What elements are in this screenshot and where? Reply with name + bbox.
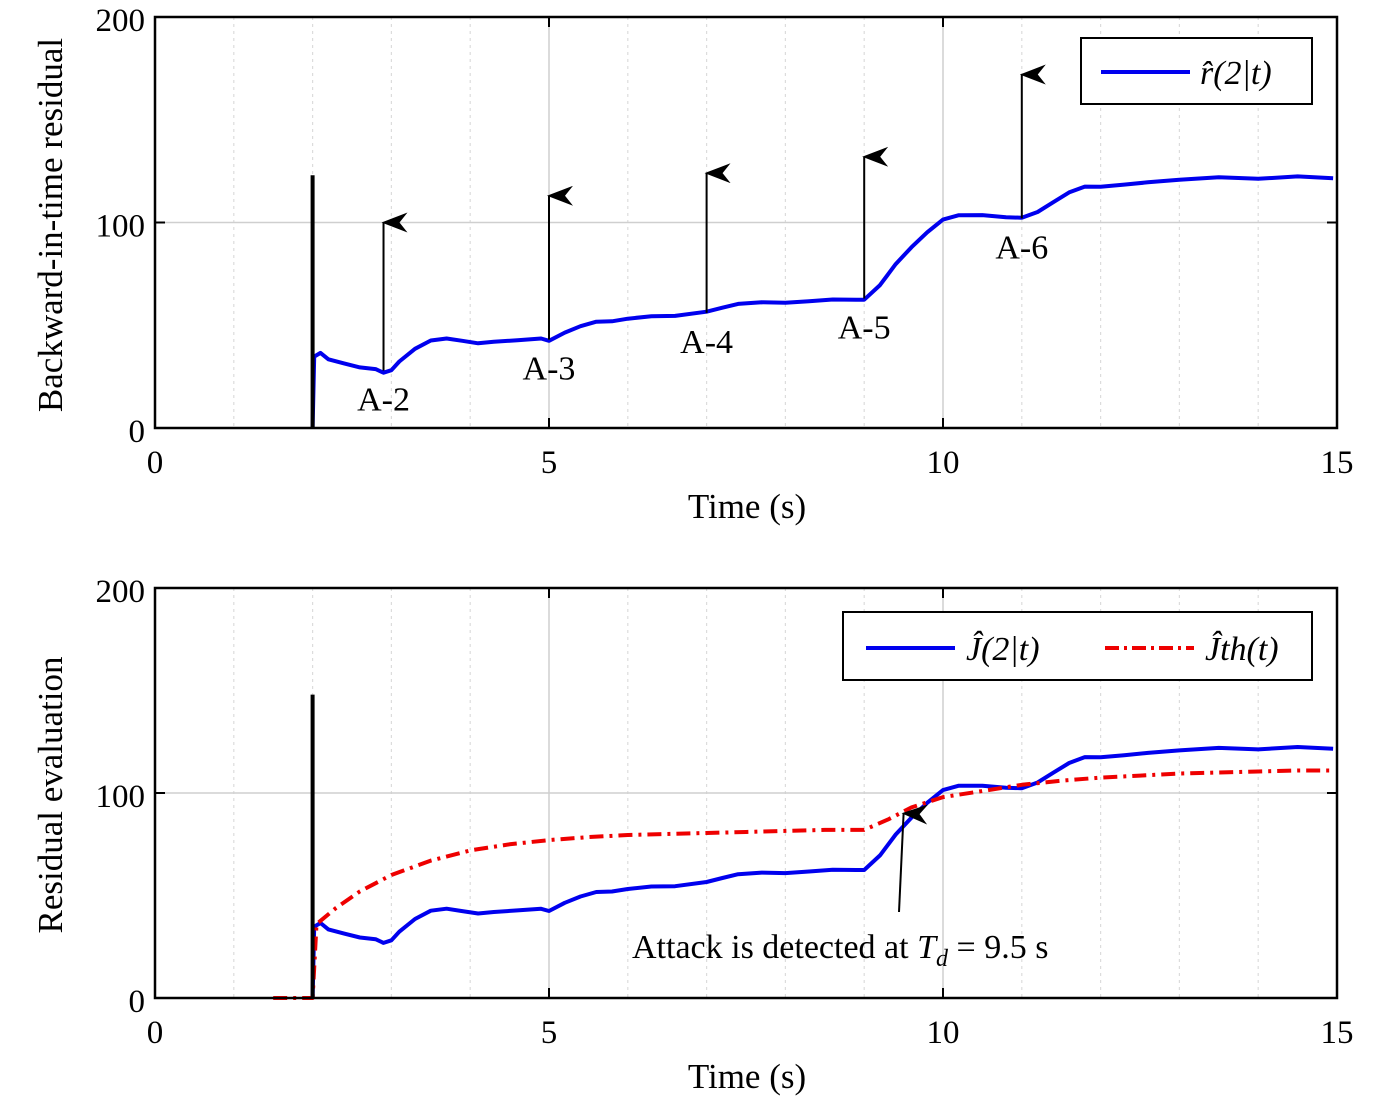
evaluation-chart-series: [273, 694, 1334, 1000]
evaluation-chart-xlabel: Time (s): [688, 1057, 806, 1096]
x-tick-label: 15: [1321, 1015, 1354, 1051]
x-tick-label: 5: [541, 1015, 558, 1051]
evaluation-chart-ticks: 0 5 10 15 0 100 200: [96, 574, 1354, 1051]
residual-chart-ticks: 0 5 10 15 0 100 200: [96, 3, 1354, 481]
evaluation-chart-ylabel: Residual evaluation: [31, 656, 70, 933]
annotation-label: A-5: [838, 310, 891, 347]
annotation-label: A-3: [523, 351, 576, 388]
detection-text-before: Attack is detected at: [632, 929, 917, 966]
residual-chart-ylabel: Backward-in-time residual: [31, 38, 70, 412]
evaluation-chart-annotations: Attack is detected at Td = 9.5 s: [632, 804, 1048, 972]
residual-chart: A-2 A-3 A-4 A-5 A-6 0 5 10 15 0 100 200 Time (s) B…: [31, 3, 1354, 526]
annotation-label: A-4: [680, 324, 733, 361]
residual-chart-legend: r̂(2|t): [1080, 37, 1313, 105]
x-tick-label: 10: [927, 1015, 960, 1051]
annotation-label: A-2: [357, 381, 410, 418]
y-tick-label: 100: [96, 779, 146, 815]
y-tick-label: 200: [96, 3, 146, 39]
evaluation-chart-legend-label-residual: Ĵ(2|t): [966, 630, 1040, 668]
residual-chart-series: [310, 174, 1334, 429]
detection-arrow: [898, 804, 929, 913]
x-tick-label: 5: [541, 445, 558, 481]
residual-chart-legend-label: r̂(2|t): [1200, 55, 1272, 92]
x-tick-label: 0: [147, 445, 164, 481]
y-tick-label: 100: [96, 209, 146, 245]
evaluation-chart-series-1: [273, 768, 1334, 1000]
x-tick-label: 0: [147, 1015, 164, 1051]
annotation-label: A-6: [995, 229, 1048, 266]
detection-subscript: d: [936, 946, 949, 972]
evaluation-chart-series-0: [310, 745, 1334, 999]
y-tick-label: 0: [129, 414, 146, 450]
x-tick-label: 15: [1321, 445, 1354, 481]
y-tick-label: 0: [129, 984, 146, 1020]
y-tick-label: 200: [96, 574, 146, 610]
detection-text-after: = 9.5 s: [948, 929, 1048, 966]
evaluation-chart-legend-label-threshold: Ĵth(t): [1205, 630, 1279, 668]
detection-annotation: Attack is detected at Td = 9.5 s: [632, 929, 1048, 972]
evaluation-chart-legend: Ĵ(2|t) Ĵth(t): [842, 611, 1313, 681]
residual-chart-xlabel: Time (s): [688, 487, 806, 526]
residual-chart-series-0: [310, 174, 1334, 429]
x-tick-label: 10: [927, 445, 960, 481]
detection-symbol: T: [917, 929, 938, 966]
residual-chart-annotations: A-2 A-3 A-4 A-5 A-6: [357, 64, 1048, 418]
evaluation-chart: Attack is detected at Td = 9.5 s 0 5 10 150…: [31, 574, 1354, 1096]
